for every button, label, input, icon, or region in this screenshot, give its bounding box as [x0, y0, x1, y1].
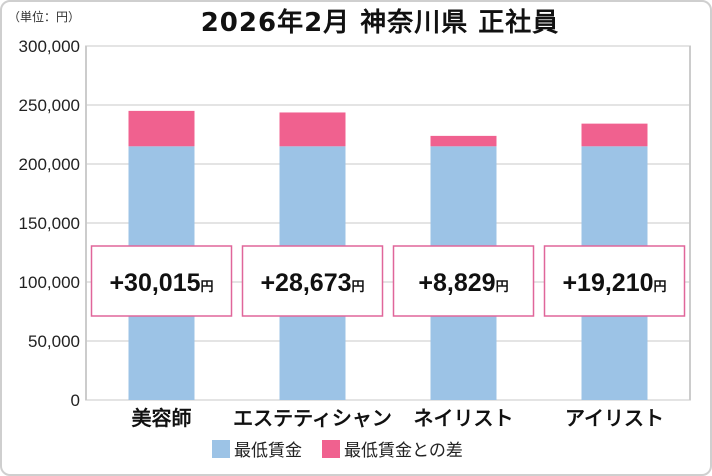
- difference-label: +19,210円: [562, 269, 666, 297]
- legend-swatch: [212, 440, 230, 458]
- x-category-label: エステティシャン: [233, 406, 392, 430]
- bar-difference: [581, 123, 648, 147]
- y-tick-label: 0: [71, 391, 80, 410]
- difference-label: +28,673円: [260, 269, 364, 297]
- bar-difference: [430, 135, 497, 147]
- difference-label-box: [543, 245, 686, 317]
- y-tick-label: 300,000: [19, 37, 80, 56]
- difference-label-box: [392, 245, 535, 317]
- y-tick-label: 200,000: [19, 155, 80, 174]
- bar-difference: [279, 112, 346, 147]
- chart-title: 2026年2月 神奈川県 正社員: [200, 8, 560, 38]
- y-tick-label: 150,000: [19, 214, 80, 233]
- difference-label-box: [90, 245, 233, 317]
- x-category-label: 美容師: [132, 406, 192, 430]
- unit-label: （単位：円）: [8, 10, 81, 24]
- x-category-label: アイリスト: [565, 406, 664, 430]
- y-tick-label: 100,000: [19, 273, 80, 292]
- legend-entry: 最低賃金との差: [344, 441, 463, 461]
- difference-label: +8,829円: [418, 269, 508, 297]
- legend-swatch: [322, 440, 340, 458]
- x-category-label: ネイリスト: [414, 406, 514, 430]
- bar-difference: [128, 110, 195, 147]
- difference-label-box: [241, 245, 384, 317]
- difference-label: +30,015円: [109, 269, 213, 297]
- y-tick-label: 50,000: [28, 332, 80, 351]
- legend-entry: 最低賃金: [234, 441, 302, 461]
- y-tick-label: 250,000: [19, 96, 80, 115]
